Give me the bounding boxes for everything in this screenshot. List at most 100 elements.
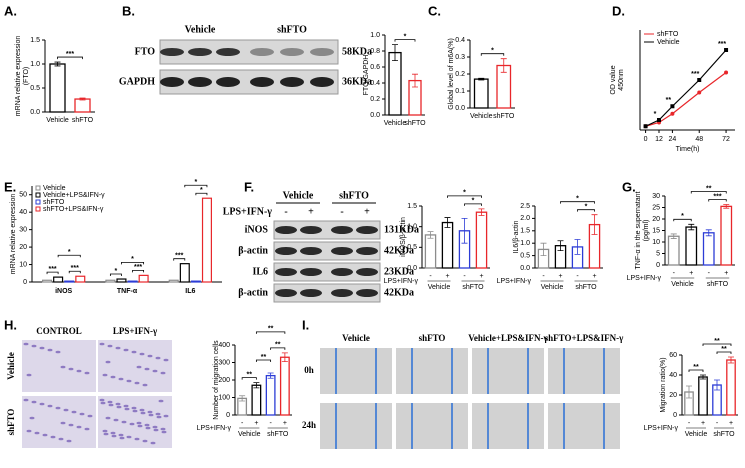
x-tick-label: -	[688, 420, 691, 427]
panel-label: F.	[244, 179, 254, 194]
x-tick-label: -	[269, 420, 272, 427]
y-tick-label: 0	[226, 412, 230, 419]
significance-bracket	[716, 351, 732, 354]
y-tick-label: 2.5	[520, 203, 530, 210]
y-tick-label: 1.0	[370, 32, 380, 39]
cell	[129, 422, 135, 426]
error-bar	[591, 214, 598, 235]
blot-band	[275, 226, 297, 234]
significance-bracket	[394, 39, 416, 42]
point	[670, 104, 675, 109]
y-axis-label: mRNA relative expression	[10, 194, 17, 275]
significance-label: ***	[66, 51, 74, 58]
y-axis-label: Global level of m6A(%)	[448, 38, 455, 110]
bar	[64, 280, 75, 283]
y-tick-label: 0	[656, 262, 660, 269]
significance-bracket	[46, 271, 59, 275]
significance-bracket	[121, 261, 145, 265]
legend-label: shFTO+LPS&IFN-γ	[43, 206, 104, 213]
cell	[29, 416, 35, 420]
y-tick-label: 0.5	[407, 244, 417, 251]
significance-label: *	[200, 187, 203, 194]
blot-band	[188, 77, 212, 87]
blot-size: 131KDa	[384, 224, 419, 235]
y-axis-label: TNF-α in the supernatant	[635, 191, 642, 269]
cell	[124, 407, 130, 411]
blot-band	[310, 48, 334, 56]
panel-label: D.	[612, 3, 625, 18]
cell	[55, 350, 61, 354]
legend-label: shFTO	[43, 199, 65, 206]
bar	[116, 278, 127, 283]
blot-row: β-actin	[238, 245, 268, 256]
micrograph	[22, 340, 96, 392]
significance-label: ***	[713, 193, 721, 200]
cell	[144, 367, 150, 371]
legend-swatch	[35, 192, 41, 198]
cell	[142, 439, 148, 443]
cell	[60, 421, 66, 425]
legend-label: Vehicle	[43, 185, 66, 192]
cell	[102, 373, 108, 377]
cell	[136, 421, 142, 425]
x-tick-label: -	[576, 273, 579, 280]
image-column: Vehicle	[342, 333, 370, 343]
point	[657, 118, 661, 122]
significance-label: *	[585, 204, 588, 211]
cell	[132, 409, 138, 413]
significance-label: *	[491, 48, 494, 55]
y-tick-label: 0.0	[30, 109, 40, 116]
blot-band	[216, 77, 240, 87]
treatment-label: LPS+IFN-γ	[627, 275, 662, 282]
significance-label: *	[576, 196, 579, 203]
error-bar	[392, 44, 398, 61]
significance-bracket	[688, 369, 704, 372]
bar	[138, 274, 149, 283]
x-tick-label: +	[254, 420, 258, 427]
group-label: shFTO	[713, 431, 735, 438]
y-tick-label: 200	[218, 377, 230, 384]
legend-label: Vehicle+LPS&IFN-γ	[43, 192, 105, 199]
cell	[150, 441, 156, 445]
cell	[158, 399, 164, 403]
significance-label: *	[404, 33, 407, 40]
cell	[155, 356, 161, 360]
blot-sign: -	[284, 206, 287, 217]
error-bar	[427, 231, 434, 239]
significance-bracket	[480, 53, 505, 56]
x-tick-label: Vehicle	[470, 113, 493, 120]
cell	[99, 398, 105, 402]
bar	[127, 280, 138, 283]
image-column: CONTROL	[36, 326, 82, 336]
micrograph	[396, 348, 468, 394]
panel-label: H.	[4, 317, 17, 332]
x-tick-label: shFTO	[493, 113, 515, 120]
blot-band	[160, 77, 184, 87]
blot-band	[216, 48, 240, 56]
cell	[160, 427, 166, 431]
cell	[126, 435, 132, 439]
y-tick-label: 0.5	[30, 85, 40, 92]
cell	[66, 439, 72, 443]
y-tick-label: 1.5	[30, 37, 40, 44]
significance-label: ***	[175, 253, 183, 260]
significance-bracket	[464, 203, 482, 206]
cell	[123, 404, 129, 408]
treatment-label: LPS+IFN-γ	[197, 425, 232, 432]
cell	[47, 404, 53, 408]
error-bar	[239, 395, 246, 402]
cell	[156, 415, 162, 419]
blot-row: IL6	[252, 266, 268, 277]
blot-row: β-actin	[238, 287, 268, 298]
cell	[147, 410, 153, 414]
image-row: Vehicle	[6, 352, 16, 380]
y-tick-label: 15	[652, 227, 660, 234]
x-tick-label: 12	[655, 136, 663, 143]
blot-size: 58KDa	[342, 46, 372, 57]
y-axis-label: (FTO)	[23, 67, 30, 86]
y-tick-label: 300	[218, 359, 230, 366]
error-bar	[670, 233, 677, 239]
cell	[84, 371, 90, 375]
blot-band	[331, 247, 353, 255]
